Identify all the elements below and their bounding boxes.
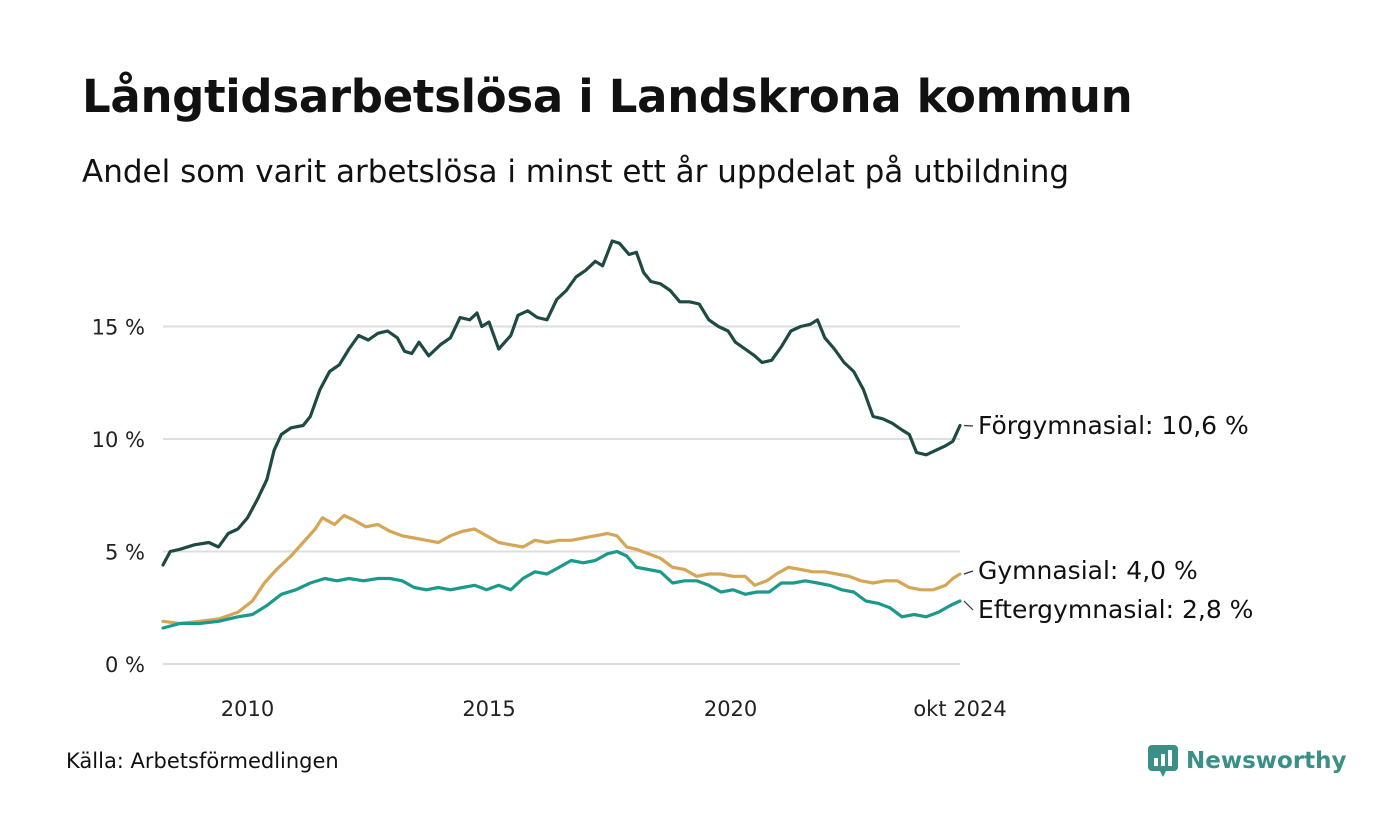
label-leader-line xyxy=(963,570,974,575)
series-end-label: Eftergymnasial: 2,8 % xyxy=(978,595,1253,624)
series-line-förgymnasial xyxy=(161,239,962,567)
y-tick-label: 10 % xyxy=(92,428,145,452)
series-line-gymnasial xyxy=(161,513,962,626)
brand-logo: Newsworthy xyxy=(1148,745,1347,777)
label-leader-line xyxy=(963,424,974,427)
page-title: Långtidsarbetslösa i Landskrona kommun xyxy=(82,70,1133,123)
x-tick-label: 2015 xyxy=(462,697,515,721)
series-end-label: Gymnasial: 4,0 % xyxy=(978,556,1198,585)
brand-name: Newsworthy xyxy=(1186,748,1347,774)
source-note: Källa: Arbetsförmedlingen xyxy=(66,749,339,773)
y-tick-label: 15 % xyxy=(92,316,145,340)
x-tick-label: 2010 xyxy=(221,697,274,721)
x-tick-label: 2020 xyxy=(704,697,757,721)
series-end-label: Förgymnasial: 10,6 % xyxy=(978,411,1249,440)
y-tick-label: 0 % xyxy=(105,653,145,677)
newsworthy-logo-icon xyxy=(1148,745,1178,777)
y-tick-label: 5 % xyxy=(105,541,145,565)
label-leader-line xyxy=(963,600,974,611)
page-subtitle: Andel som varit arbetslösa i minst ett å… xyxy=(82,154,1070,190)
x-tick-label: okt 2024 xyxy=(913,697,1006,721)
series-line-eftergymnasial xyxy=(161,549,962,630)
